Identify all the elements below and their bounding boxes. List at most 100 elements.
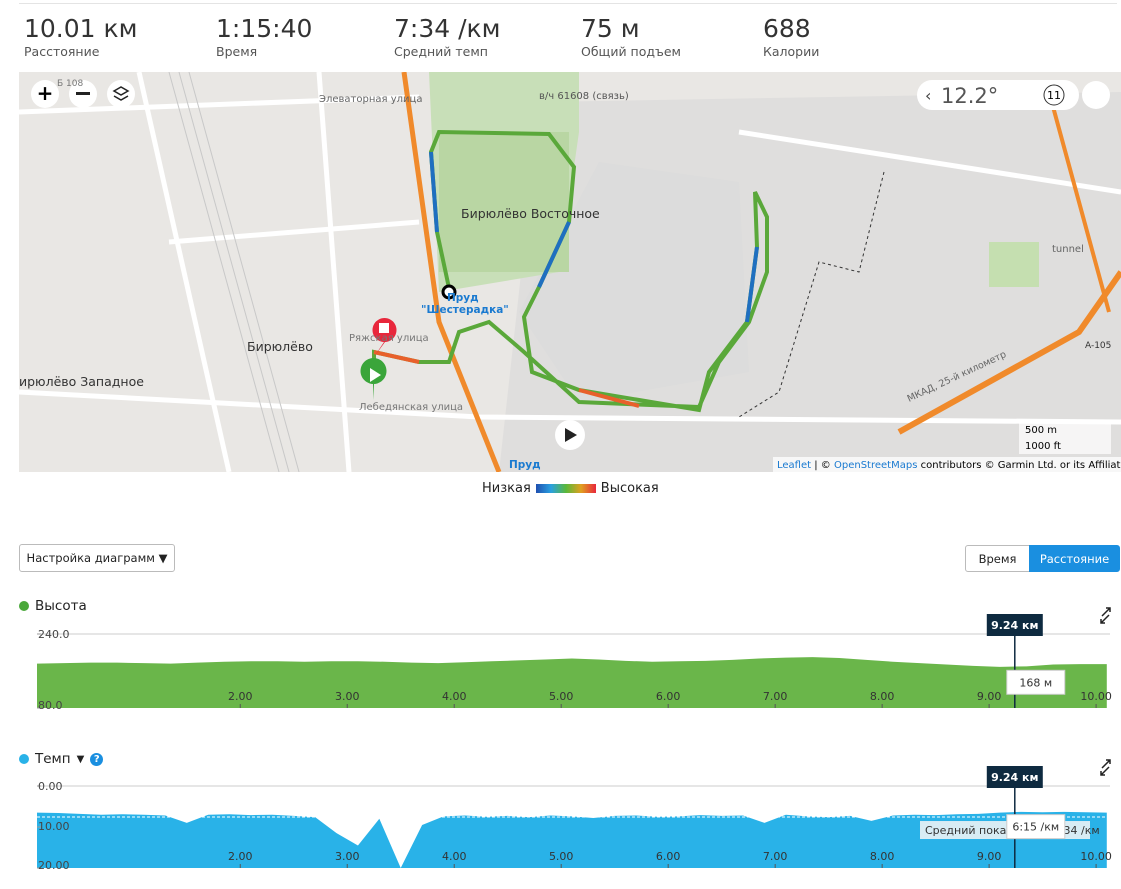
title: Темп [35,751,71,767]
icon: ‹ [925,86,931,105]
layers[interactable] [107,80,135,108]
map-label: Лебедянская улица [359,402,463,413]
help[interactable]: ? [90,752,104,766]
stat-value: 688 [763,14,811,43]
y-tick-label: 80.0 [38,699,63,712]
scale [1019,422,1111,454]
park [439,132,569,272]
map-label: Ряжская улица [349,333,429,344]
finish-marker[interactable] [372,318,397,357]
cursor-x-box [986,766,1043,788]
wind: 11 [1047,89,1061,102]
x-tick-label: 9.00 [977,690,1002,703]
x-tick-label: 8.00 [870,850,895,863]
x-tick-label: 2.00 [228,850,253,863]
link[interactable]: Leaflet [777,460,811,471]
chart-title: Высота [19,598,87,614]
x-tick-label: 6.00 [656,850,681,863]
map-label: A-105 [1085,341,1111,351]
cursor-x-label: 9.24 км [991,619,1038,632]
start-icon [370,368,381,382]
x-tick-label: 5.00 [549,690,574,703]
stat: 1:15:40 Время [216,14,312,59]
x-tick-label: 8.00 [870,690,895,703]
icon: + [37,81,54,105]
icon [112,86,130,101]
scale-label: 500 m [1025,425,1057,436]
x-tick-label: 10.00 [1080,690,1112,703]
stat: 7:34 /км Средний темп [394,14,500,59]
stat-label: Калории [763,44,820,59]
x-tick-label: 3.00 [335,850,360,863]
toggle-distance[interactable]: Расстояние [1029,545,1120,572]
stat-label: Средний темп [394,44,488,59]
map-label: Пруд [509,459,541,471]
highway [401,72,502,472]
x-tick-label: 4.00 [442,850,467,863]
area [37,657,1107,708]
x-tick-label: 5.00 [549,850,574,863]
x-tick-label: 6.00 [656,690,681,703]
average-label: Средний показатель: 7:34 /км [925,824,1100,837]
toggle-time[interactable]: Время [965,545,1030,572]
temperature: 12.2° [941,84,998,108]
fullscreen[interactable] [1082,81,1110,109]
chart-settings[interactable]: Настройка диаграмм ▼ [19,544,175,572]
dot [19,601,29,611]
cursor-x-box [986,614,1043,636]
text: contributors © Garmin Ltd. or its Affili… [921,460,1121,471]
map-label: "Шестерадка" [421,304,509,316]
cursor-y-label: 6:15 /км [1012,821,1059,834]
industrial [519,162,749,402]
stat-label: Расстояние [24,44,100,59]
legend-low: Низкая [482,481,531,496]
stat-value: 7:34 /км [394,14,501,43]
divider [19,3,1117,4]
map-label: Б 108 [57,79,83,89]
scale-label: 1000 ft [1025,441,1061,452]
title: Высота [35,598,87,614]
x-tick-label: 2.00 [228,690,253,703]
route-slow [429,151,759,323]
boundary [738,171,885,418]
x-tick-label: 7.00 [763,850,788,863]
y-tick-label: 240.0 [38,628,70,641]
text: | © [814,460,831,471]
link[interactable]: OpenStreetMaps [834,460,917,471]
cursor-y-box [1006,814,1066,840]
legend-gradient [535,484,596,493]
attribution: Leaflet | © OpenStreetMaps contributors … [777,460,1121,471]
zoom-controls: + [31,80,135,108]
highway [897,270,1121,435]
map[interactable]: + ‹ 12.2° 11 Элеваторная улица в/ч 61608… [19,72,1121,472]
park [989,242,1039,287]
cursor-y-box [1006,669,1066,695]
highway [1047,91,1111,313]
stat-label: Общий подъем [581,44,681,59]
chart-title: Темп ▼? [19,751,104,767]
y-tick-label: 10.00 [38,820,70,833]
cursor-x-label: 9.24 км [991,771,1038,784]
wind-icon [1043,84,1065,106]
stat: 75 м Общий подъем [581,14,681,59]
map-label: Пруд [447,292,479,304]
stat-value: 1:15:40 [216,14,313,43]
dropdown[interactable]: ▼ [76,753,85,765]
weather[interactable] [917,80,1079,110]
dot [19,754,29,764]
stat-value: 10.01 км [24,14,138,43]
zoom-in[interactable] [31,80,59,108]
lap-marker[interactable] [441,284,457,300]
map-legend: Низкая Высокая [482,481,659,496]
stat: 10.01 км Расстояние [24,14,137,59]
stat-value: 75 м [581,14,640,43]
finish-icon [379,323,389,333]
map-label: Элеваторная улица [319,94,422,105]
route-fast [373,350,640,408]
expand-icon [1100,759,1111,776]
map-label: ирюлёво Западное [19,374,144,389]
attribution [773,457,1121,472]
x-tick-label: 7.00 [763,690,788,703]
